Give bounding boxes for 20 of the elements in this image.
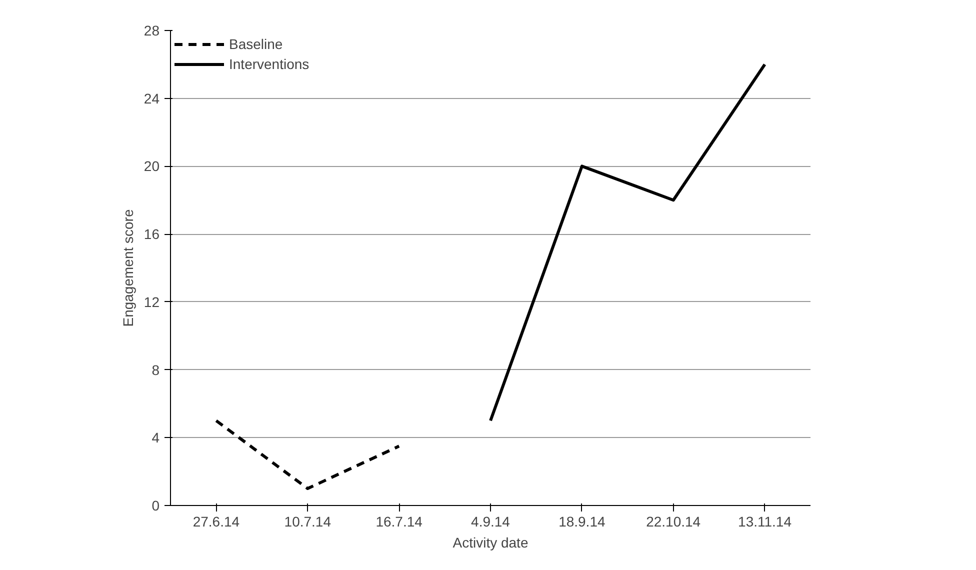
y-tick-label: 24 [144, 90, 160, 106]
legend-label: Interventions [229, 56, 310, 72]
x-tick-label: 16.7.14 [376, 514, 423, 530]
y-tick-label: 4 [152, 430, 160, 446]
y-tick-label: 0 [152, 498, 160, 514]
y-axis-title: Engagement score [120, 209, 136, 327]
x-tick-label: 10.7.14 [284, 514, 332, 530]
x-tick-label: 22.10.14 [646, 514, 701, 530]
y-tick-label: 28 [144, 22, 160, 38]
x-tick-label: 18.9.14 [558, 514, 606, 530]
y-tick-label: 20 [144, 158, 160, 174]
y-tick-label: 8 [152, 362, 160, 378]
line-series [489, 62, 766, 422]
y-tick-label: 16 [144, 226, 160, 242]
x-axis-title: Activity date [452, 534, 528, 550]
x-tick-label: 13.11.14 [738, 514, 792, 530]
x-tick-label: 4.9.14 [471, 514, 510, 530]
x-tick-label: 27.6.14 [192, 514, 240, 530]
y-tick-label: 12 [144, 294, 160, 310]
legend-label: Baseline [229, 36, 283, 52]
